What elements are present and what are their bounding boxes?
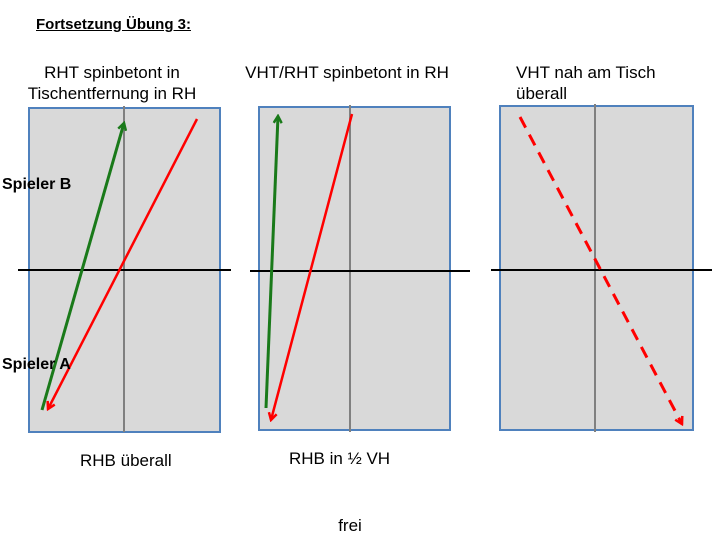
- table-1: [18, 106, 231, 433]
- footer-label: frei: [338, 516, 362, 535]
- table-3-red-dashed-arrow: [518, 116, 682, 424]
- table-2: [250, 105, 470, 432]
- table-3: [491, 104, 712, 432]
- diagram-2-title: VHT/RHT spinbetont in RH: [245, 63, 449, 82]
- table-1-green-arrow: [40, 123, 124, 411]
- diagram-1-title: RHT spinbetont in Tischentfernung in RH: [27, 63, 197, 103]
- table-3-surface: [499, 105, 694, 431]
- player-b-label: Spieler B: [2, 176, 72, 193]
- table-2-green-arrow: [264, 116, 278, 409]
- diagram-3-title: VHT nah am Tisch überall: [516, 63, 656, 103]
- table-2-red-arrow: [271, 113, 354, 420]
- exercise-heading: Fortsetzung Übung 3:: [36, 16, 191, 33]
- table-2-surface: [258, 106, 451, 431]
- diagram-1-caption: RHB überall: [80, 451, 172, 470]
- table-1-red-arrow: [48, 118, 199, 409]
- diagram-2-caption: RHB in ½ VH: [289, 449, 391, 468]
- player-a-label: Spieler A: [2, 356, 71, 373]
